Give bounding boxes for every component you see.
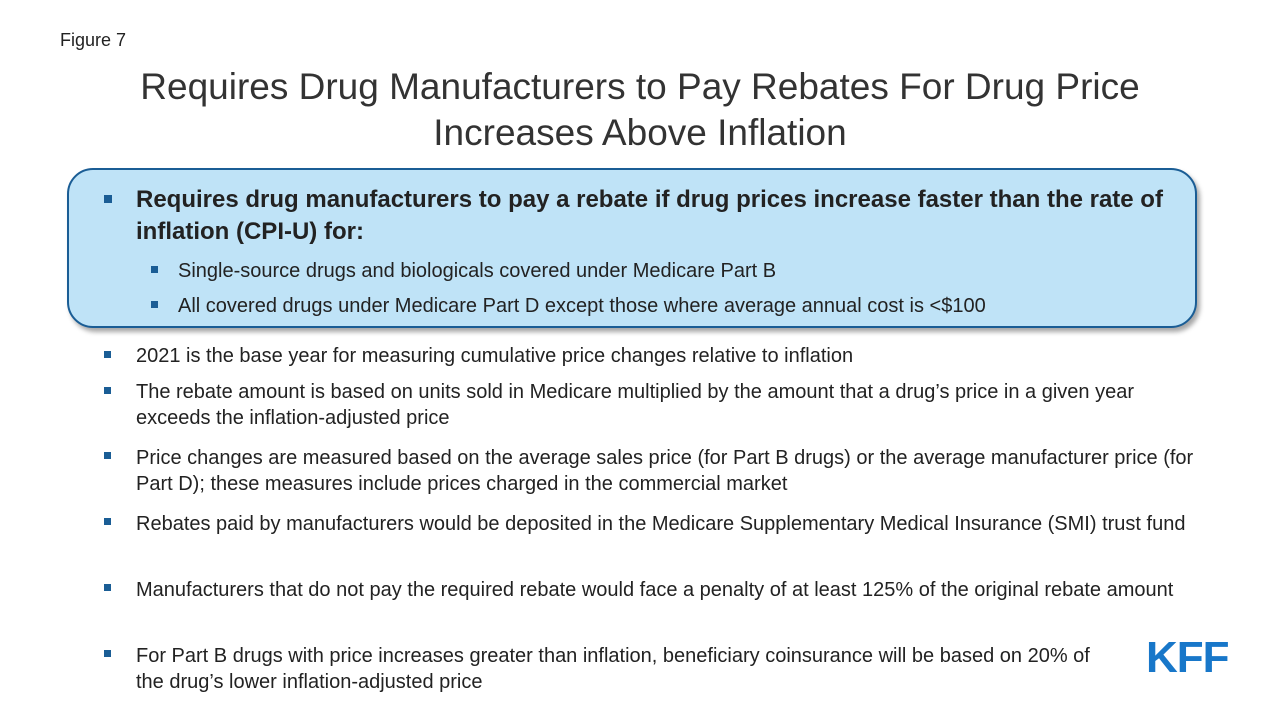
kff-logo: KFF bbox=[1146, 633, 1230, 682]
bullet-square-icon bbox=[104, 452, 111, 459]
title-line-1: Requires Drug Manufacturers to Pay Rebat… bbox=[140, 66, 1140, 107]
bullet-square-icon bbox=[151, 301, 158, 308]
bullet-square-icon bbox=[104, 351, 111, 358]
title-line-2: Increases Above Inflation bbox=[433, 112, 847, 153]
figure-label: Figure 7 bbox=[60, 30, 127, 50]
bullet-square-icon bbox=[104, 650, 111, 657]
bullet-square-icon bbox=[104, 584, 111, 591]
slide-title: Requires Drug Manufacturers to Pay Rebat… bbox=[0, 64, 1280, 156]
highlight-sub-bullet: All covered drugs under Medicare Part D … bbox=[178, 295, 986, 317]
bullet-item: The rebate amount is based on units sold… bbox=[136, 381, 1134, 429]
highlight-sub-bullet: Single-source drugs and biologicals cove… bbox=[178, 260, 777, 282]
bullet-item: Manufacturers that do not pay the requir… bbox=[136, 579, 1174, 601]
bullet-square-icon bbox=[151, 266, 158, 273]
highlight-box bbox=[67, 168, 1197, 328]
bullet-item: For Part B drugs with price increases gr… bbox=[136, 645, 1090, 693]
bullet-square-icon bbox=[104, 195, 112, 203]
bullet-square-icon bbox=[104, 387, 111, 394]
bullet-square-icon bbox=[104, 518, 111, 525]
bullet-item: 2021 is the base year for measuring cumu… bbox=[136, 345, 854, 367]
bullet-item: Price changes are measured based on the … bbox=[136, 447, 1194, 495]
highlight-main-bullet: Requires drug manufacturers to pay a reb… bbox=[136, 186, 1163, 245]
bullet-item: Rebates paid by manufacturers would be d… bbox=[136, 513, 1186, 535]
